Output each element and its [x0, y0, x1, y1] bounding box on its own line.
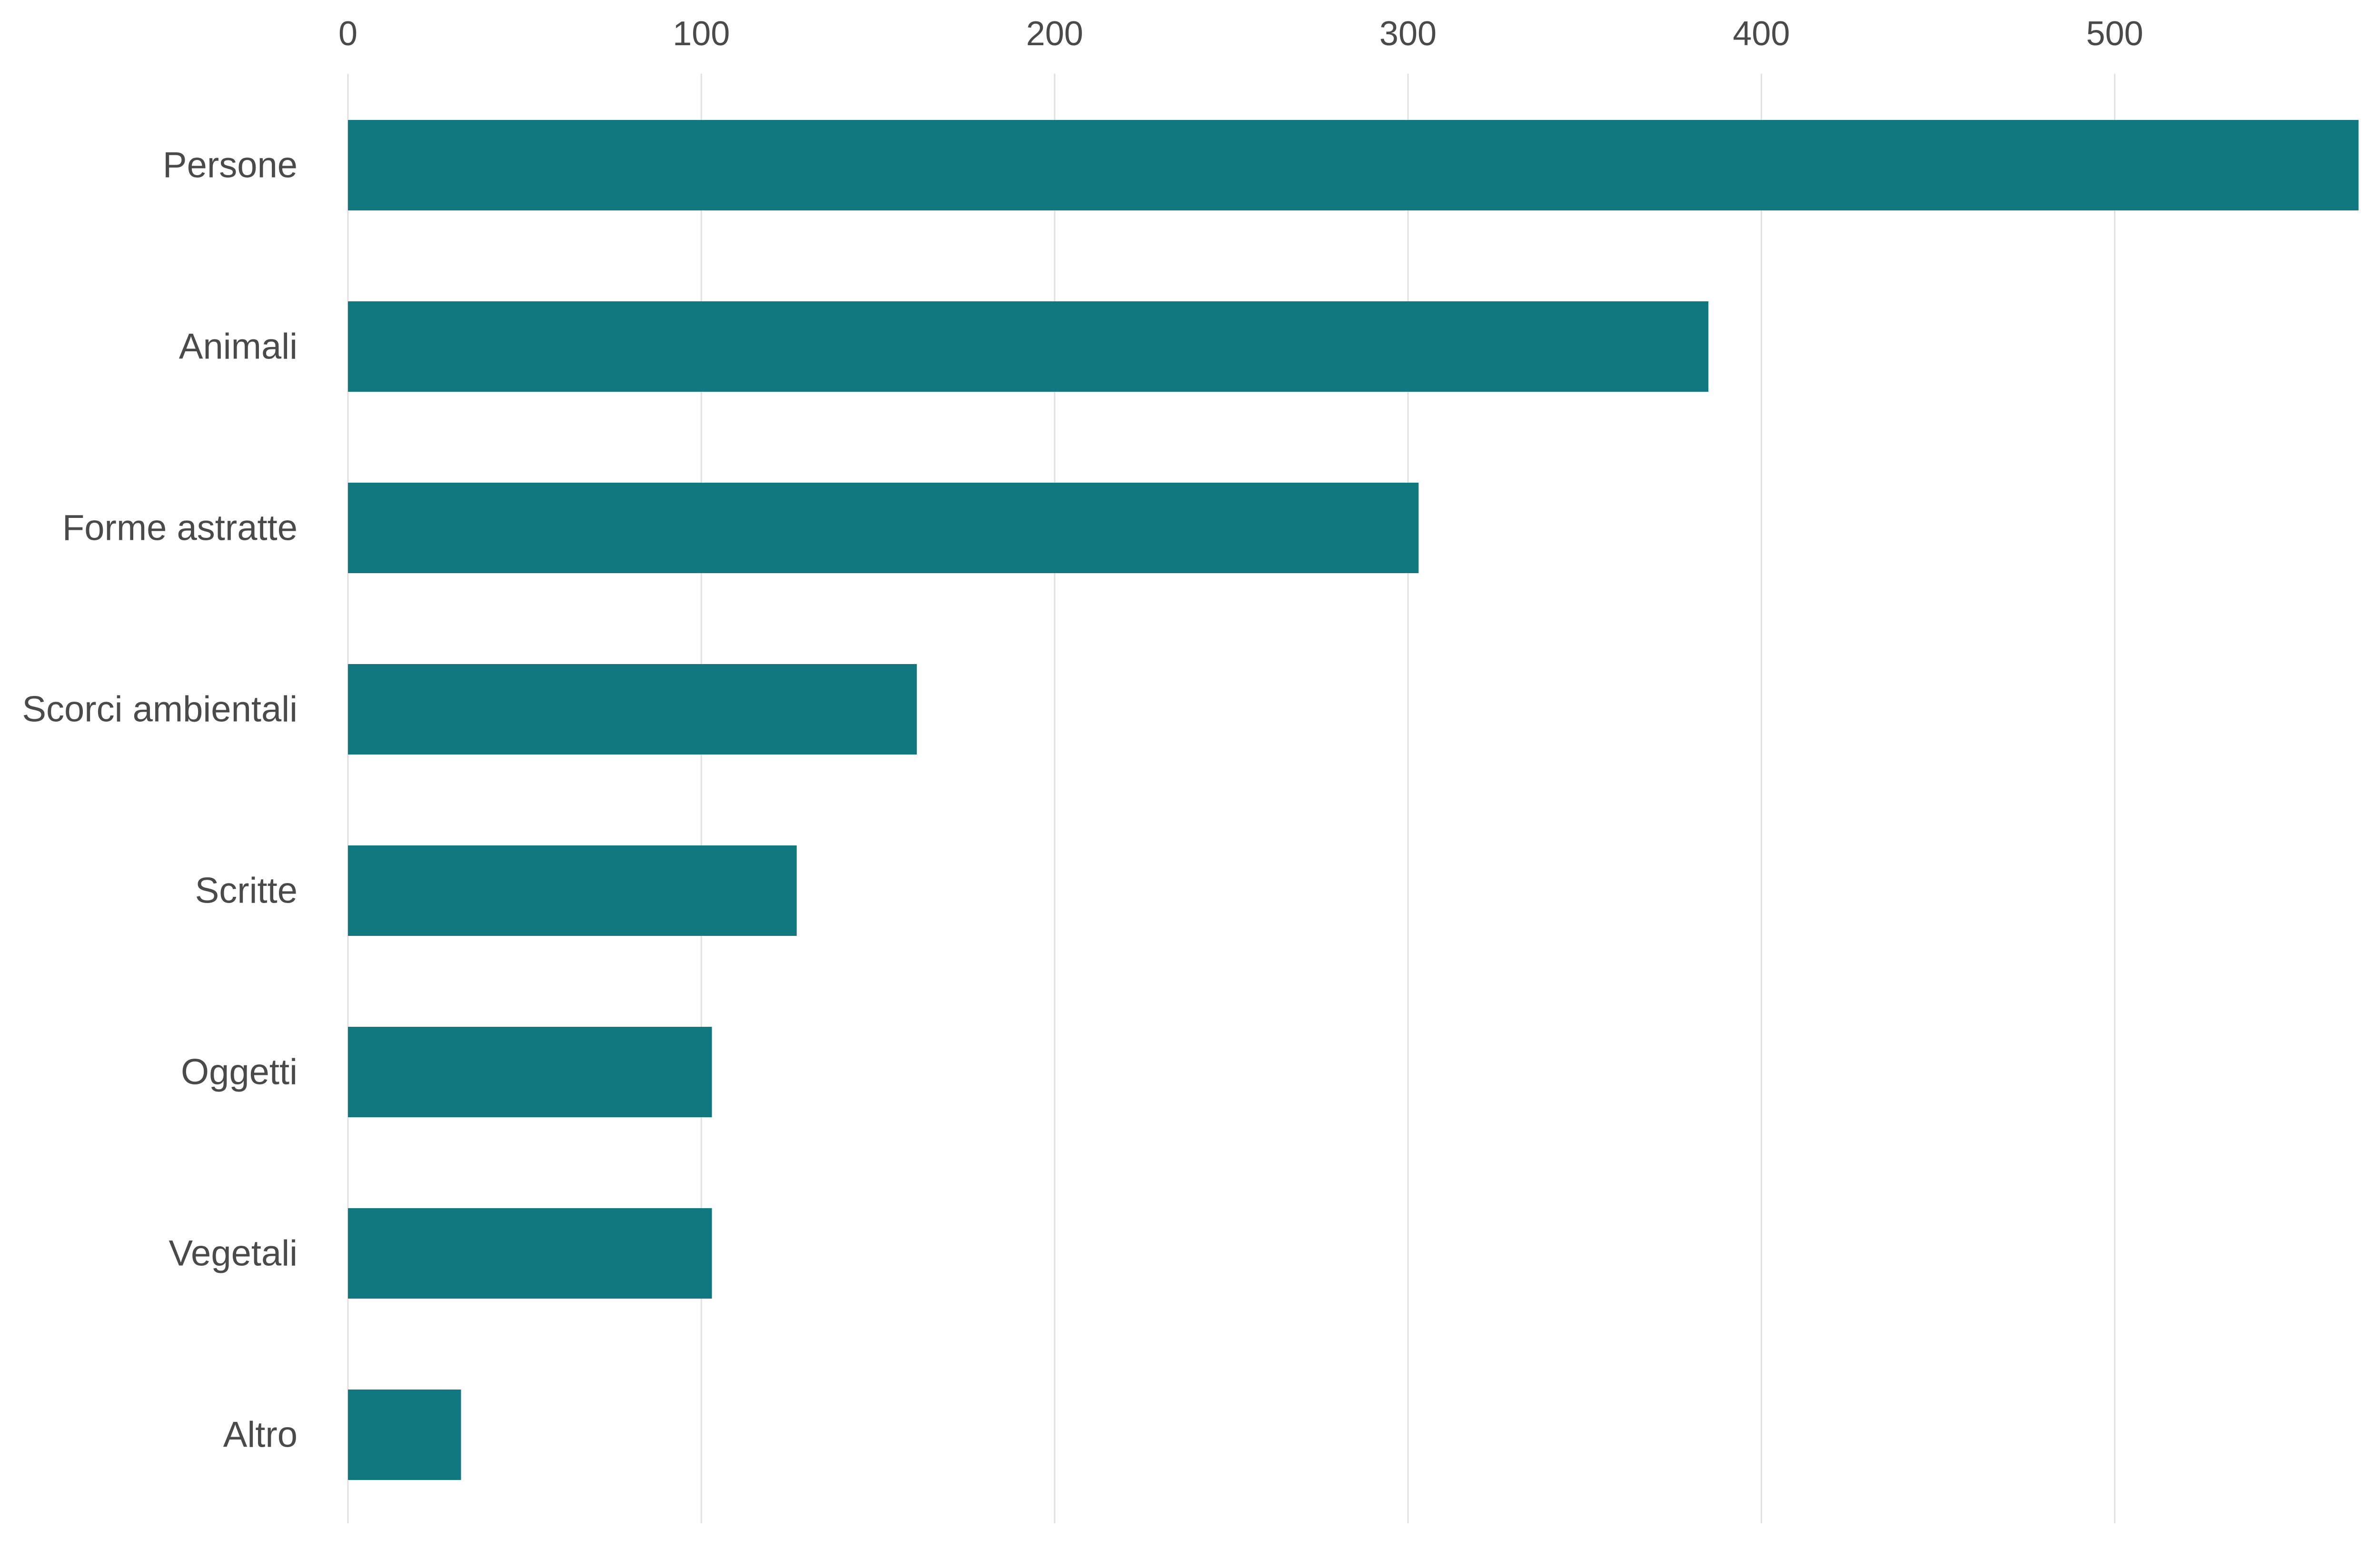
category-label: Forme astratte — [62, 508, 298, 548]
category-label: Vegetali — [169, 1233, 298, 1274]
bar — [348, 1208, 712, 1299]
bar — [348, 1390, 461, 1480]
bar — [348, 664, 917, 755]
category-label: Animali — [179, 327, 298, 367]
x-tick-label: 400 — [1733, 15, 1790, 53]
category-label: Scritte — [195, 871, 298, 911]
x-axis-tick-labels: 0100200300400500600 — [338, 15, 2143, 53]
bar — [348, 483, 1419, 573]
bar — [348, 120, 2359, 210]
x-tick-label: 200 — [1026, 15, 1083, 53]
category-label: Altro — [223, 1415, 298, 1455]
bar — [348, 1027, 712, 1117]
gridlines — [347, 74, 2116, 1523]
x-tick-label: 0 — [338, 15, 357, 53]
category-labels: Persone Animali Forme astratte Scorci ambie… — [22, 145, 298, 1455]
bar — [348, 845, 797, 936]
category-label: Scorci ambientali — [22, 689, 298, 730]
category-label: Oggetti — [181, 1052, 298, 1092]
x-tick-label: 100 — [673, 15, 730, 53]
bars — [348, 120, 2359, 1480]
x-tick-label: 500 — [2086, 15, 2143, 53]
category-label: Persone — [163, 145, 298, 186]
x-tick-label: 300 — [1379, 15, 1437, 53]
bar — [348, 301, 1708, 392]
